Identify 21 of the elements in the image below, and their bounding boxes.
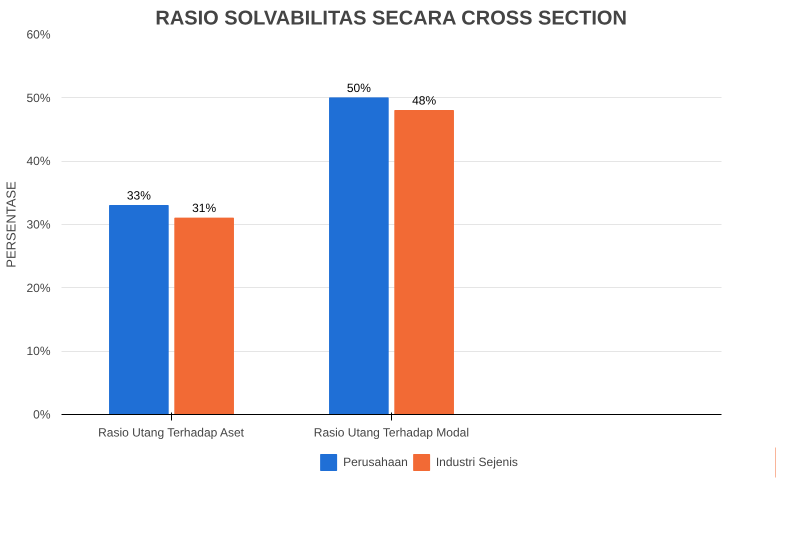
legend-label: Industri Sejenis — [436, 455, 518, 469]
bar — [109, 205, 169, 414]
y-tick-label: 40% — [26, 154, 51, 168]
x-tick-label: Rasio Utang Terhadap Modal — [314, 426, 470, 440]
y-tick-label: 10% — [26, 344, 51, 358]
data-label: 48% — [412, 94, 436, 108]
data-label: 50% — [346, 80, 372, 95]
y-axis-title: PERSENTASE — [3, 180, 18, 268]
data-label: 31% — [192, 201, 216, 216]
y-tick-label: 0% — [33, 408, 51, 422]
chart-title: RASIO SOLVABILITAS SECARA CROSS SECTION — [155, 8, 627, 30]
data-label: 33% — [126, 188, 152, 202]
bar — [329, 97, 389, 414]
y-tick-label: 30% — [26, 218, 51, 232]
legend-label: Perusahaan — [343, 455, 408, 469]
x-tick-label: Rasio Utang Terhadap Aset — [98, 426, 245, 440]
bar — [174, 218, 234, 414]
bar — [394, 110, 454, 414]
y-tick-label: 20% — [26, 280, 51, 295]
y-tick-label: 60% — [26, 28, 51, 42]
y-tick-label: 50% — [26, 90, 51, 105]
